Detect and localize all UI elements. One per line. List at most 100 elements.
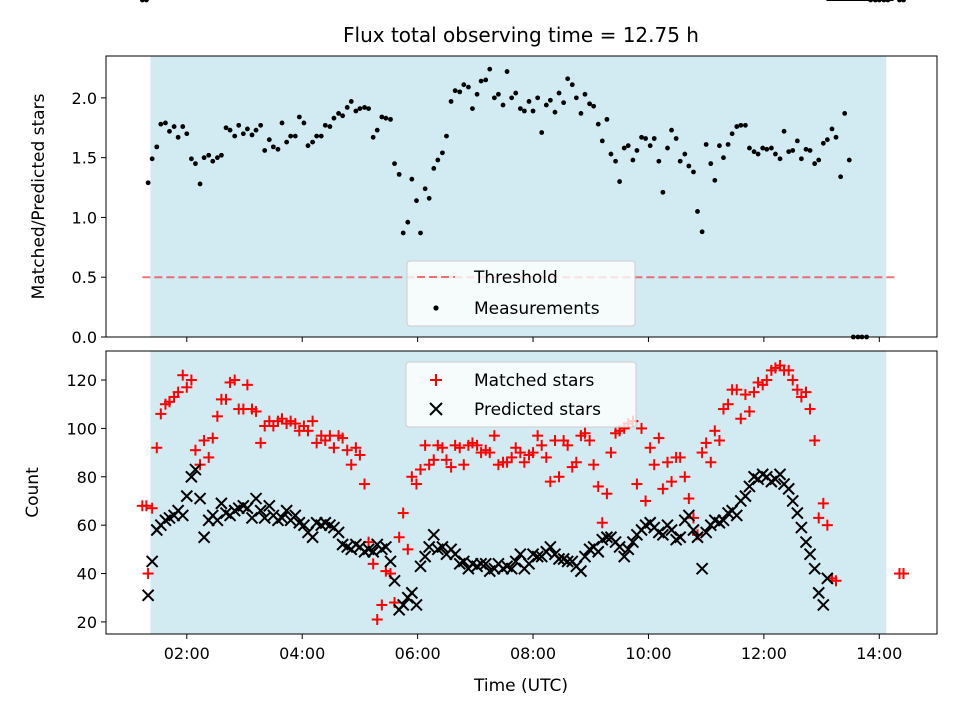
measurement-point: [686, 163, 692, 169]
matched-star-marker: [155, 408, 167, 420]
matched-star-marker: [787, 374, 799, 386]
predicted-star-marker: [254, 504, 267, 517]
predicted-star-marker: [782, 482, 795, 496]
measurement-point: [881, 0, 887, 3]
matched-star-marker: [289, 418, 301, 430]
measurement-point: [621, 145, 627, 151]
measurement-point: [790, 148, 796, 153]
measurement-point: [318, 133, 324, 139]
measurement-point: [206, 152, 212, 158]
matched-star-marker: [653, 432, 665, 444]
measurement-point: [240, 131, 246, 137]
measurement-point: [556, 90, 562, 96]
matched-star-marker: [207, 432, 219, 444]
bottom-y-ticks: 20 40 60 80 100 120: [66, 371, 106, 632]
matched-star-marker: [562, 439, 574, 451]
matched-star-marker: [250, 405, 262, 417]
measurement-point: [301, 120, 307, 126]
matched-star-marker: [397, 507, 409, 519]
matched-star-marker: [402, 543, 414, 555]
matched-star-marker: [666, 476, 678, 488]
measurement-point: [703, 142, 709, 147]
y-tick-label: 40: [77, 565, 97, 584]
matched-star-marker: [367, 558, 379, 570]
measurement-point: [149, 156, 155, 162]
measurement-point: [184, 131, 190, 137]
matched-star-marker: [821, 519, 833, 531]
measurement-point: [197, 181, 203, 187]
measurement-point: [565, 76, 571, 82]
matched-star-marker: [311, 437, 323, 449]
matched-star-marker: [181, 381, 193, 393]
measurement-point: [409, 176, 415, 182]
measurement-point: [457, 89, 463, 95]
measurement-point: [175, 134, 181, 140]
x-tick-label: 04:00: [279, 644, 325, 663]
predicted-star-marker: [418, 550, 432, 563]
measurement-point: [258, 122, 264, 128]
predicted-star-marker: [687, 523, 700, 537]
matched-star-marker: [341, 444, 353, 456]
measurement-point: [842, 110, 848, 116]
predicted-star-marker: [817, 598, 830, 612]
measurement-point: [214, 155, 220, 161]
top-panel: 0.00.51.01.52.0 Matched/Predicted stars …: [29, 0, 938, 347]
measurement-point: [729, 131, 735, 137]
matched-star-marker: [471, 439, 483, 451]
matched-star-marker: [454, 442, 466, 454]
predicted-star-marker: [275, 511, 289, 525]
measurement-point: [803, 146, 809, 152]
measurement-point: [210, 158, 216, 164]
predicted-star-marker: [699, 526, 713, 539]
measurement-point: [383, 115, 389, 121]
measurement-point: [725, 142, 731, 147]
measurement-point: [777, 156, 783, 162]
matched-star-marker: [705, 456, 717, 468]
predicted-star-marker: [366, 545, 380, 558]
measurement-point: [561, 100, 567, 106]
measurement-point: [833, 134, 839, 140]
measurement-point: [760, 145, 766, 151]
matched-star-marker: [488, 430, 500, 442]
matched-star-marker: [696, 447, 708, 459]
predicted-star-marker: [600, 531, 614, 544]
matched-star-marker: [570, 456, 582, 468]
measurement-point: [543, 102, 549, 108]
predicted-star-marker: [332, 526, 345, 539]
measurement-point: [444, 133, 449, 139]
matched-star-marker: [354, 449, 366, 461]
matched-star-marker: [640, 495, 652, 507]
legend-matched-label: Matched stars: [474, 371, 594, 391]
matched-star-marker: [172, 386, 184, 398]
predicted-star-marker: [189, 463, 202, 476]
measurement-point: [798, 156, 804, 162]
measurement-point: [617, 179, 623, 184]
measurement-point: [734, 124, 740, 129]
chart-title: Flux total observing time = 12.75 h: [343, 23, 699, 47]
predicted-star-marker: [808, 562, 821, 575]
measurement-point: [807, 148, 813, 153]
measurement-point: [452, 88, 458, 94]
measurement-point: [820, 140, 826, 146]
measurement-point: [139, 0, 145, 3]
matched-star-marker: [328, 442, 340, 454]
y-tick-label: 2.0: [72, 89, 97, 108]
predicted-star-marker: [786, 494, 799, 508]
measurement-point: [478, 78, 484, 84]
legend-predicted-swatch: [429, 402, 443, 416]
matched-star-marker: [410, 478, 422, 490]
x-tick-label: 12:00: [741, 644, 787, 663]
measurement-point: [154, 144, 160, 150]
matched-star-marker: [185, 374, 197, 386]
measurement-point: [876, 0, 882, 3]
predicted-star-marker: [215, 497, 228, 510]
x-tick-label: 06:00: [395, 644, 441, 663]
measurement-point: [868, 0, 874, 3]
predicted-star-marker: [258, 511, 271, 525]
measurement-point: [630, 157, 636, 163]
measurement-point: [634, 148, 640, 153]
measurement-point: [639, 134, 644, 140]
top-legend: Threshold Measurements: [406, 260, 636, 327]
measurement-point: [743, 122, 748, 128]
measurement-point: [885, 0, 891, 3]
